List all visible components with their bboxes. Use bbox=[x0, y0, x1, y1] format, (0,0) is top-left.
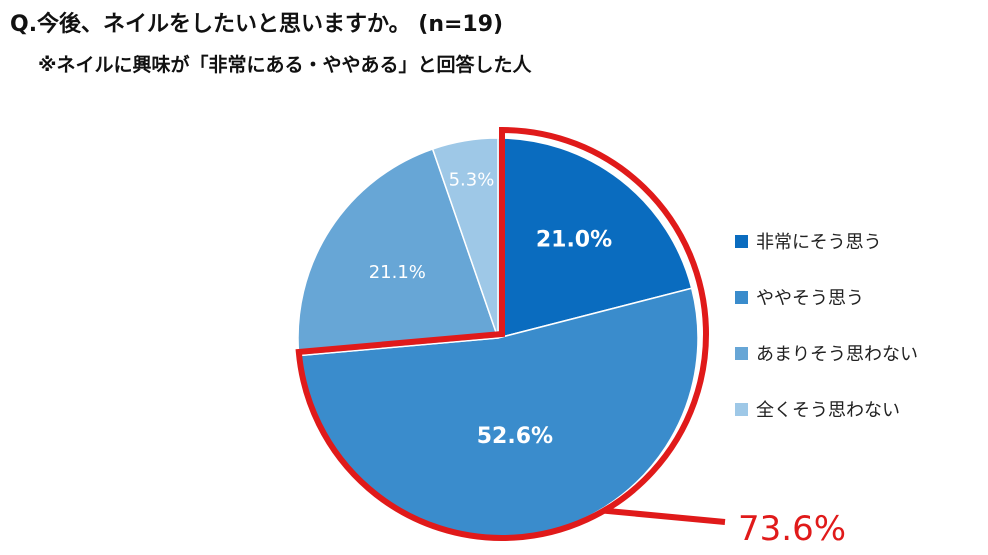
chart-legend: 非常にそう思う ややそう思う あまりそう思わない 全くそう思わない bbox=[735, 230, 918, 454]
legend-item-1: ややそう思う bbox=[735, 286, 918, 309]
legend-swatch-3 bbox=[735, 402, 748, 416]
pie-slice-0 bbox=[497, 137, 693, 339]
slice-label-3: 5.3% bbox=[449, 170, 495, 191]
slice-label-0: 21.0% bbox=[536, 228, 612, 253]
pie-slice-2 bbox=[297, 148, 500, 357]
chart-title: Q.今後、ネイルをしたいと思いますか。 (n=19) bbox=[10, 12, 504, 37]
chart-subtitle: ※ネイルに興味が「非常にある・ややある」と回答した人 bbox=[38, 54, 532, 76]
highlight-leader-line bbox=[603, 507, 726, 525]
legend-item-3: 全くそう思わない bbox=[735, 398, 918, 421]
legend-label-2: あまりそう思わない bbox=[756, 344, 918, 365]
legend-label-0: 非常にそう思う bbox=[756, 232, 882, 253]
highlight-outline bbox=[295, 126, 709, 541]
highlight-label: 73.6% bbox=[738, 509, 846, 549]
legend-swatch-1 bbox=[735, 290, 748, 304]
slice-label-2: 21.1% bbox=[369, 262, 426, 283]
slice-label-1: 52.6% bbox=[477, 424, 553, 449]
legend-label-3: 全くそう思わない bbox=[756, 400, 900, 421]
legend-swatch-2 bbox=[735, 346, 748, 360]
legend-swatch-0 bbox=[735, 234, 748, 248]
legend-label-1: ややそう思う bbox=[756, 288, 864, 309]
legend-item-0: 非常にそう思う bbox=[735, 230, 918, 253]
legend-item-2: あまりそう思わない bbox=[735, 342, 918, 365]
pie-slice-3 bbox=[431, 137, 499, 339]
